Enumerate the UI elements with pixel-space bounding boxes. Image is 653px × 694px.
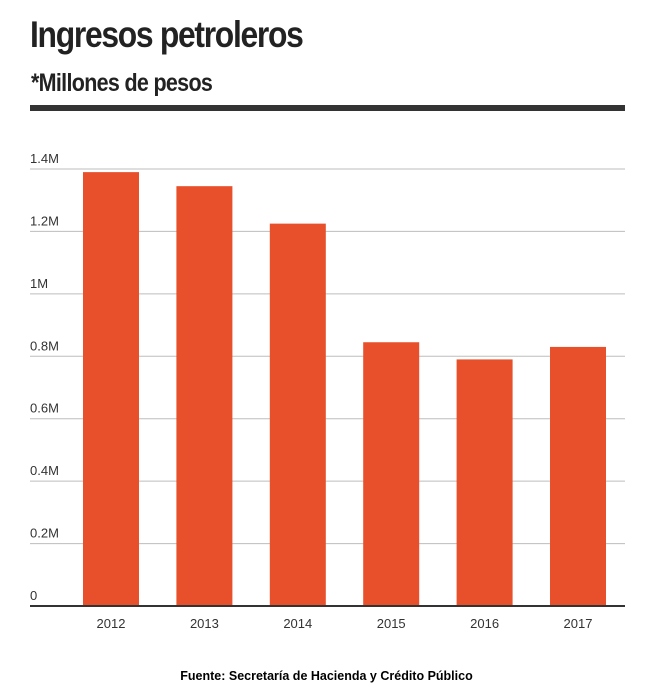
y-tick-label: 0.8M xyxy=(30,338,59,353)
x-tick-label: 2013 xyxy=(190,616,219,631)
source-note: Fuente: Secretaría de Hacienda y Crédito… xyxy=(180,669,473,683)
chart-subtitle: *Millones de pesos xyxy=(31,69,213,97)
bar xyxy=(456,359,513,606)
y-tick-label: 1.2M xyxy=(30,213,59,228)
bar xyxy=(83,172,139,606)
x-tick-label: 2014 xyxy=(283,616,312,631)
y-tick-label: 1M xyxy=(30,276,48,291)
y-tick-label: 1.4M xyxy=(30,151,59,166)
bar xyxy=(176,186,233,607)
bar xyxy=(363,342,420,606)
bar xyxy=(550,346,606,606)
y-tick-label: 0.2M xyxy=(30,526,59,541)
y-tick-label: 0 xyxy=(30,588,37,603)
y-tick-label: 0.4M xyxy=(30,463,59,478)
x-tick-label: 2017 xyxy=(564,616,593,631)
chart-title: Ingresos petroleros xyxy=(30,14,304,55)
x-tick-label: 2016 xyxy=(470,616,499,631)
x-tick-label: 2015 xyxy=(377,616,406,631)
x-tick-label: 2012 xyxy=(97,616,126,631)
header-rule xyxy=(30,105,625,111)
bar xyxy=(269,223,326,606)
y-tick-label: 0.6M xyxy=(30,401,59,416)
